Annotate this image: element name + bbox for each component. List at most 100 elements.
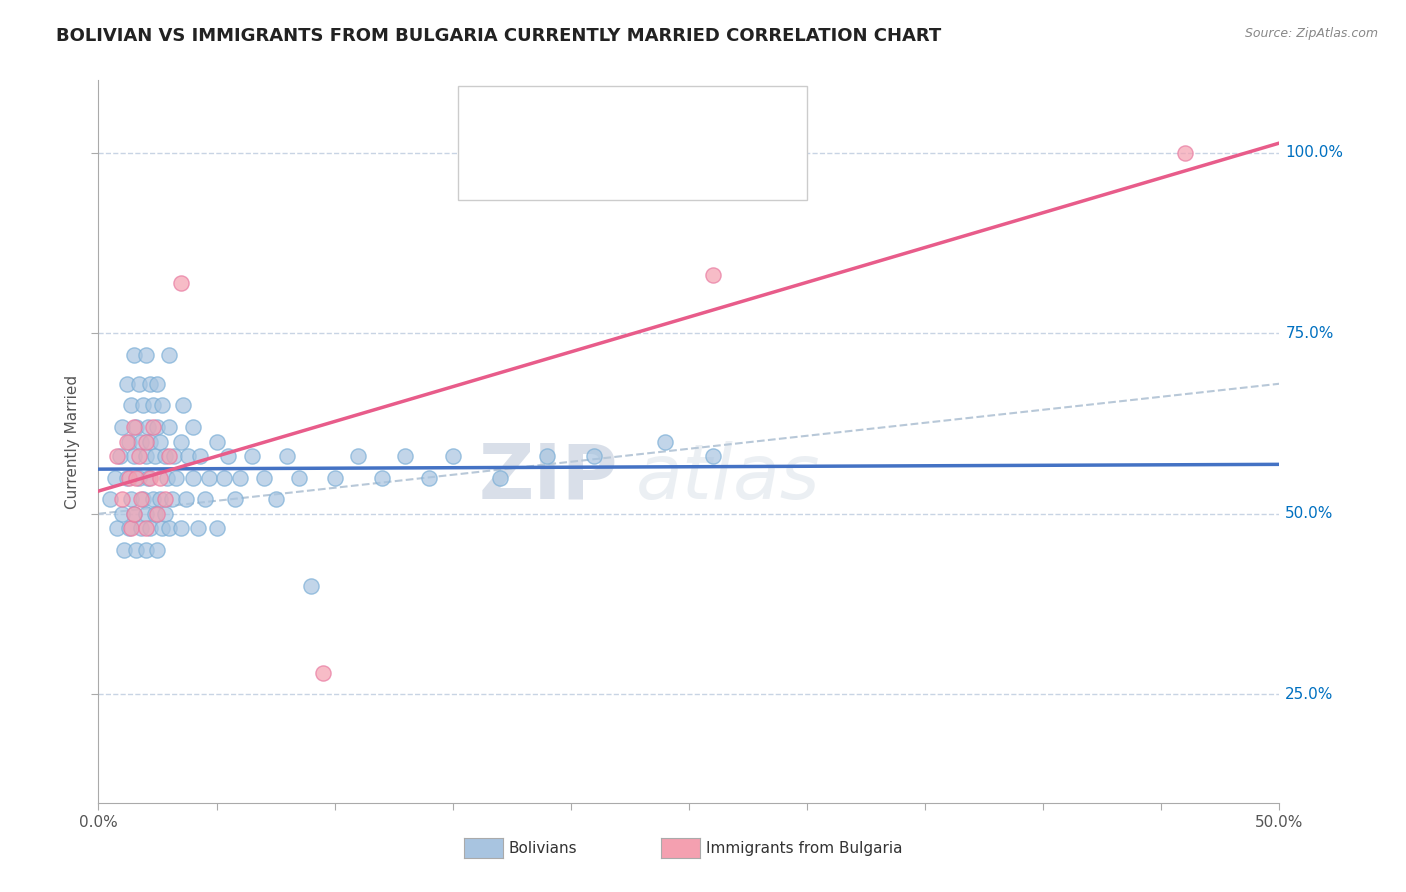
Point bbox=[143, 507, 166, 521]
Point bbox=[104, 470, 127, 484]
Text: Source: ZipAtlas.com: Source: ZipAtlas.com bbox=[1244, 27, 1378, 40]
Point bbox=[536, 449, 558, 463]
Point bbox=[128, 376, 150, 391]
Text: 100.0%: 100.0% bbox=[1285, 145, 1343, 160]
Point bbox=[276, 449, 298, 463]
Point bbox=[170, 276, 193, 290]
Point bbox=[125, 470, 148, 484]
Point bbox=[132, 398, 155, 412]
Point bbox=[149, 470, 172, 484]
Y-axis label: Currently Married: Currently Married bbox=[65, 375, 80, 508]
Point bbox=[136, 470, 159, 484]
Point bbox=[135, 348, 157, 362]
Point bbox=[217, 449, 239, 463]
Point bbox=[115, 376, 138, 391]
Point bbox=[142, 420, 165, 434]
Point bbox=[98, 492, 121, 507]
Point bbox=[135, 434, 157, 449]
Point bbox=[128, 449, 150, 463]
Point bbox=[150, 398, 173, 412]
Point bbox=[125, 420, 148, 434]
Point bbox=[139, 434, 162, 449]
Point bbox=[146, 420, 169, 434]
Point bbox=[163, 449, 186, 463]
Point bbox=[153, 507, 176, 521]
Point bbox=[121, 398, 143, 412]
Point bbox=[149, 434, 172, 449]
Point bbox=[165, 470, 187, 484]
Point bbox=[121, 521, 143, 535]
Point bbox=[654, 434, 676, 449]
Point bbox=[170, 521, 193, 535]
Text: Immigrants from Bulgaria: Immigrants from Bulgaria bbox=[706, 841, 903, 855]
Point bbox=[122, 507, 145, 521]
Point bbox=[128, 470, 150, 484]
Point bbox=[150, 521, 173, 535]
Point bbox=[118, 521, 141, 535]
Point bbox=[122, 348, 145, 362]
Point bbox=[146, 542, 169, 557]
Point bbox=[129, 434, 152, 449]
Text: ZIP: ZIP bbox=[478, 441, 619, 515]
Text: BOLIVIAN VS IMMIGRANTS FROM BULGARIA CURRENTLY MARRIED CORRELATION CHART: BOLIVIAN VS IMMIGRANTS FROM BULGARIA CUR… bbox=[56, 27, 942, 45]
Point bbox=[125, 542, 148, 557]
Point bbox=[489, 470, 512, 484]
Point bbox=[181, 470, 204, 484]
Point bbox=[1174, 145, 1197, 160]
Point bbox=[157, 449, 180, 463]
Point bbox=[108, 449, 131, 463]
Point bbox=[702, 268, 724, 283]
Point bbox=[122, 507, 145, 521]
Point bbox=[156, 470, 179, 484]
Point bbox=[118, 434, 141, 449]
Point bbox=[122, 420, 145, 434]
Point bbox=[111, 492, 134, 507]
Point bbox=[205, 521, 228, 535]
Point bbox=[118, 470, 141, 484]
Point bbox=[121, 492, 143, 507]
Point bbox=[371, 470, 394, 484]
Point bbox=[142, 492, 165, 507]
Point bbox=[347, 449, 370, 463]
Point bbox=[139, 521, 162, 535]
Point bbox=[174, 492, 197, 507]
Point bbox=[177, 449, 200, 463]
Point bbox=[323, 470, 346, 484]
Point bbox=[187, 521, 209, 535]
Point bbox=[583, 449, 606, 463]
Point bbox=[115, 470, 138, 484]
Text: R = 0.609   N = 21: R = 0.609 N = 21 bbox=[537, 160, 707, 178]
Point bbox=[149, 492, 172, 507]
Point bbox=[229, 470, 252, 484]
Point bbox=[253, 470, 276, 484]
Point bbox=[135, 507, 157, 521]
Point bbox=[205, 434, 228, 449]
Point bbox=[132, 492, 155, 507]
Point bbox=[157, 348, 180, 362]
Point bbox=[105, 449, 128, 463]
Point bbox=[146, 376, 169, 391]
Point bbox=[172, 398, 194, 412]
Point bbox=[115, 434, 138, 449]
Point bbox=[142, 398, 165, 412]
Point bbox=[135, 521, 157, 535]
Point bbox=[111, 420, 134, 434]
Point bbox=[418, 470, 440, 484]
Point bbox=[181, 420, 204, 434]
Point bbox=[299, 579, 322, 593]
Point bbox=[288, 470, 311, 484]
Point bbox=[212, 470, 235, 484]
Point bbox=[146, 507, 169, 521]
Text: 25.0%: 25.0% bbox=[1285, 687, 1334, 702]
Point bbox=[153, 492, 176, 507]
Point bbox=[157, 420, 180, 434]
Point bbox=[264, 492, 287, 507]
Point bbox=[198, 470, 221, 484]
Point bbox=[157, 521, 180, 535]
Point bbox=[240, 449, 263, 463]
Point bbox=[160, 492, 183, 507]
Point bbox=[394, 449, 416, 463]
Point bbox=[702, 449, 724, 463]
Point bbox=[143, 449, 166, 463]
Text: atlas: atlas bbox=[636, 441, 820, 515]
